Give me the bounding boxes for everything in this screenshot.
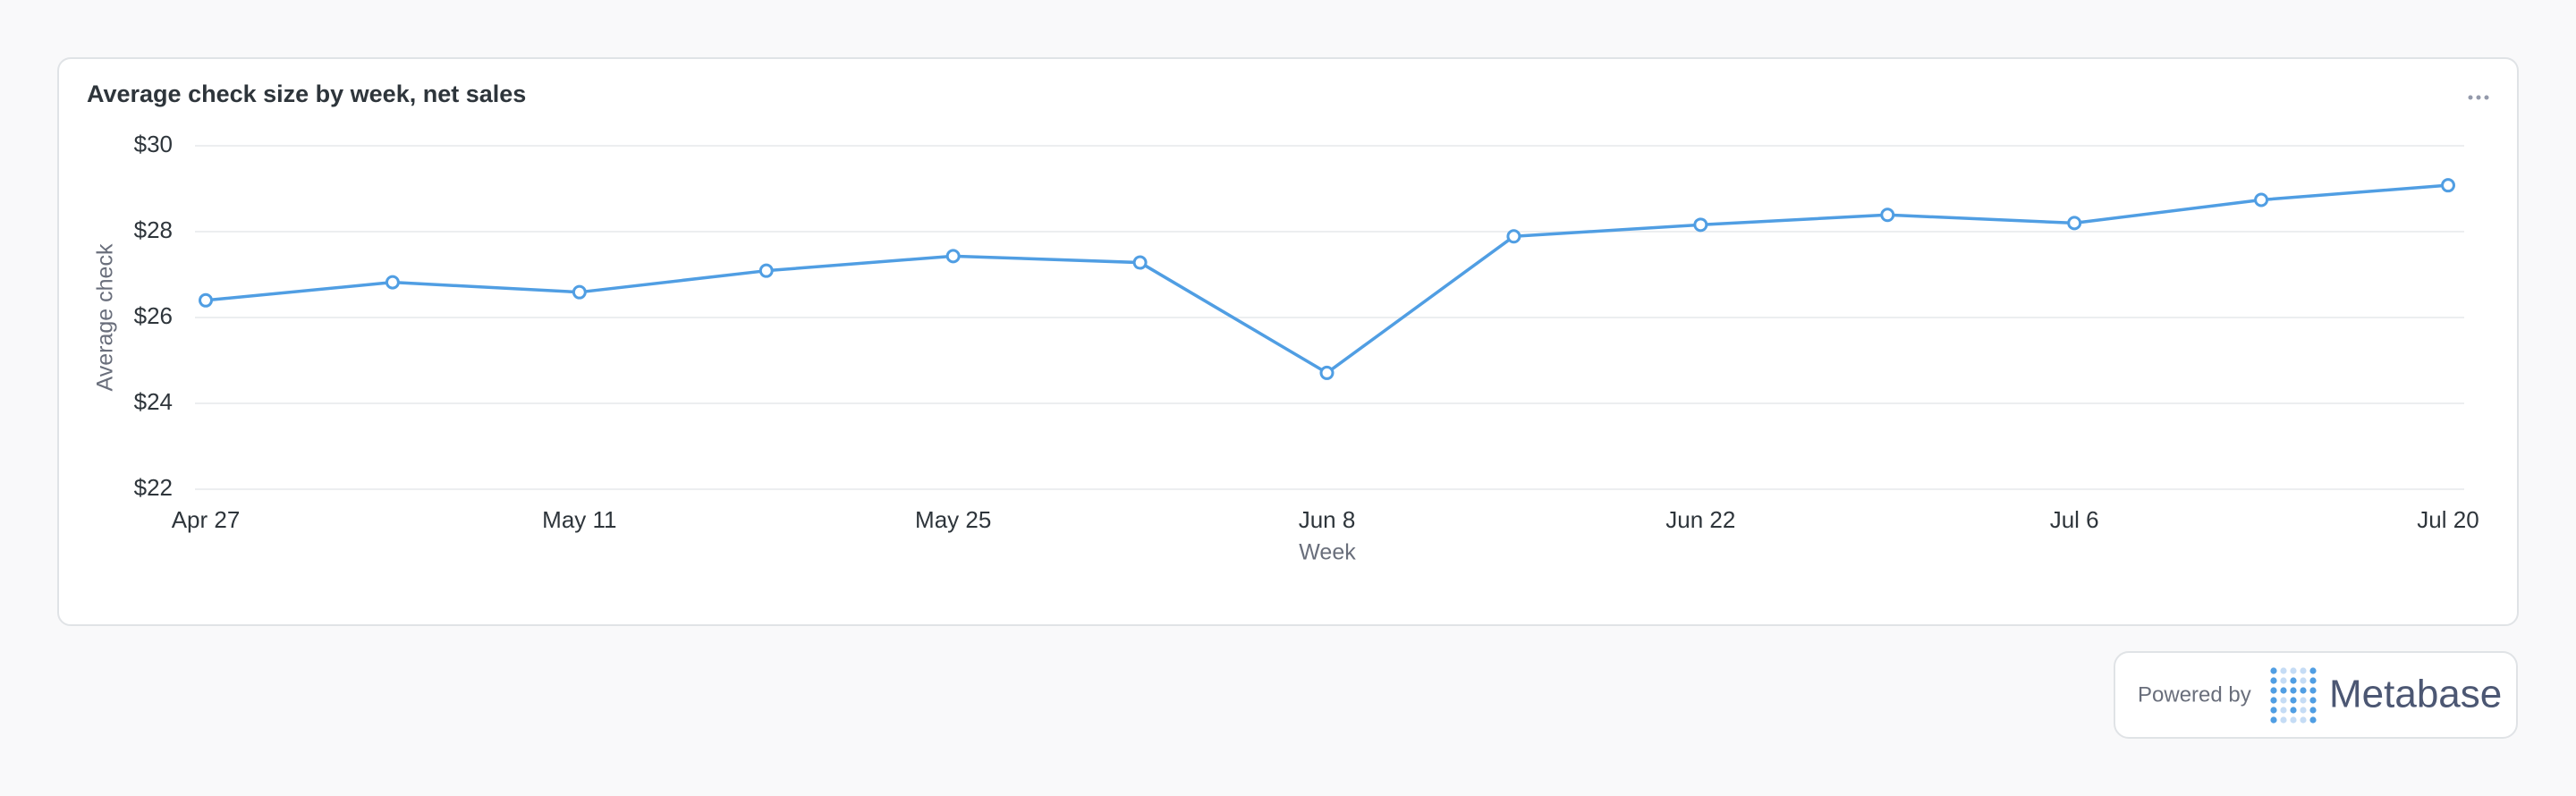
- x-tick-label: May 25: [915, 506, 991, 533]
- logo-dot: [2300, 707, 2307, 714]
- logo-dot: [2270, 707, 2277, 714]
- plot: $22 $24 $26 $28 $30 Apr 27 May 11 May 25 Jun 8 Ju…: [134, 131, 2479, 533]
- logo-dot: [2309, 677, 2317, 684]
- y-tick-label: $28: [134, 216, 173, 243]
- logo-dot: [2290, 697, 2297, 704]
- logo-dot: [2290, 667, 2297, 674]
- point: [572, 284, 587, 300]
- logo-dot: [2270, 677, 2277, 684]
- logo-dot: [2280, 687, 2287, 694]
- logo-dot: [2280, 677, 2287, 684]
- logo-dot: [2290, 716, 2297, 724]
- logo-dot: [2290, 707, 2297, 714]
- point: [1506, 229, 1521, 244]
- chart-title: Average check size by week, net sales: [87, 80, 526, 107]
- logo-dot: [2309, 667, 2317, 674]
- logo-dot: [2280, 697, 2287, 704]
- point: [2254, 192, 2269, 207]
- y-tick-label: $22: [134, 474, 173, 501]
- logo-dot: [2300, 667, 2307, 674]
- point: [1693, 217, 1708, 233]
- logo-dot: [2270, 687, 2277, 694]
- logo-dot: [2270, 667, 2277, 674]
- point: [758, 263, 774, 278]
- metabase-logo: [2270, 667, 2317, 724]
- logo-dot: [2309, 697, 2317, 704]
- point: [1319, 365, 1335, 380]
- logo-dot: [2290, 677, 2297, 684]
- logo-dot: [2280, 716, 2287, 724]
- logo-dot: [2280, 667, 2287, 674]
- y-tick-label: $24: [134, 388, 173, 415]
- logo-dot: [2270, 697, 2277, 704]
- x-tick-label: Jul 20: [2417, 506, 2479, 533]
- y-tick-label: $30: [134, 131, 173, 157]
- y-axis-title: Average check: [93, 243, 118, 391]
- card: [57, 57, 2519, 626]
- y-tick-label: $26: [134, 302, 173, 329]
- logo-dot: [2309, 716, 2317, 724]
- logo-dot: [2280, 707, 2287, 714]
- powered-by-badge[interactable]: [2114, 651, 2518, 739]
- logo-dot: [2290, 687, 2297, 694]
- point: [945, 249, 961, 264]
- point: [2441, 178, 2455, 193]
- point: [1132, 255, 1148, 270]
- x-axis-title: Week: [1299, 540, 1356, 565]
- point: [199, 292, 213, 308]
- logo-dot: [2270, 716, 2277, 724]
- x-tick-label: Jul 6: [2050, 506, 2099, 533]
- point: [1880, 207, 1895, 223]
- x-tick-label: Apr 27: [172, 506, 241, 533]
- x-tick-label: Jun 8: [1299, 506, 1356, 533]
- logo-dot: [2309, 687, 2317, 694]
- point: [385, 275, 400, 290]
- point: [2067, 216, 2082, 231]
- logo-dot: [2300, 687, 2307, 694]
- x-tick-label: Jun 22: [1665, 506, 1735, 533]
- powered-by-text: Powered by: [2138, 682, 2251, 707]
- x-tick-label: May 11: [542, 506, 616, 533]
- logo-dot: [2309, 707, 2317, 714]
- logo-dot: [2300, 697, 2307, 704]
- logo-dot: [2300, 677, 2307, 684]
- menu-icon[interactable]: [2468, 95, 2489, 100]
- brand-name: Metabase: [2329, 673, 2502, 716]
- logo-dot: [2300, 716, 2307, 724]
